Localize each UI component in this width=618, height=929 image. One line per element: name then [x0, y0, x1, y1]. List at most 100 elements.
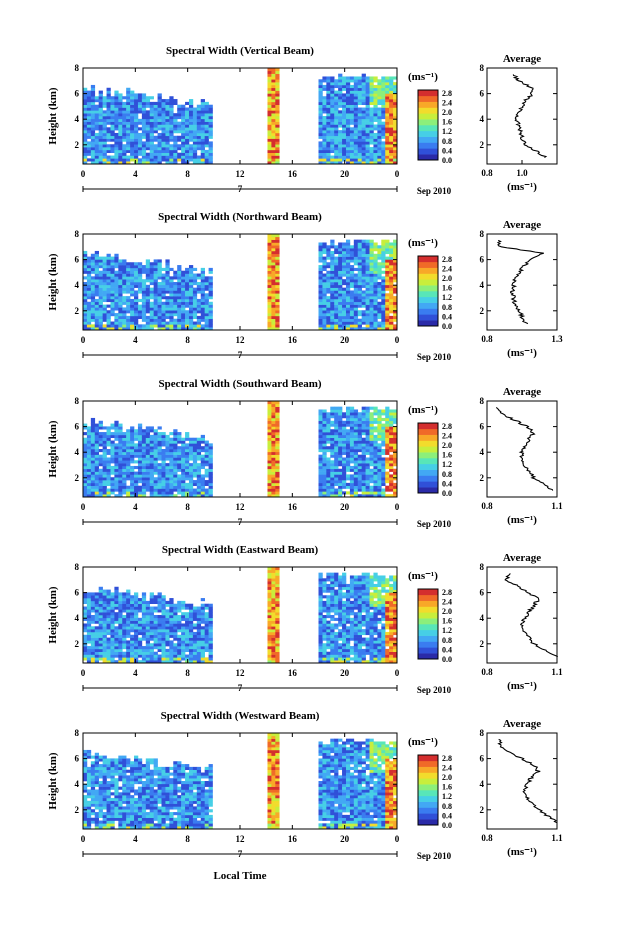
- colorbar-swatch: [418, 594, 438, 601]
- avg-y-tick-label: 4: [480, 613, 485, 623]
- avg-x-tick-label: 0.8: [481, 168, 493, 178]
- average-frame: [486, 233, 558, 331]
- colorbar-swatch: [418, 308, 438, 315]
- colorbar-swatch: [418, 481, 438, 488]
- colorbar-swatch: [418, 125, 438, 132]
- panel-4: Spectral Width (Eastward Beam)0 4 8 12 16 20 0…: [47, 544, 563, 695]
- avg-y-tick-label: 2: [480, 473, 485, 483]
- average-profile-line: [512, 74, 548, 159]
- avg-x-tick-label: 0.8: [481, 667, 493, 677]
- avg-y-tick-label: 6: [480, 255, 485, 265]
- colorbar-swatch: [418, 95, 438, 102]
- colorbar-tick-label: 1.6: [442, 617, 452, 626]
- date-label: Sep 2010: [417, 519, 452, 529]
- y-axis-label: Height (km): [47, 253, 59, 310]
- y-tick-label: 6: [75, 422, 80, 432]
- y-tick-label: 4: [75, 280, 80, 290]
- panel-title: Spectral Width (Northward Beam): [158, 211, 322, 223]
- avg-y-tick-label: 4: [480, 447, 485, 457]
- colorbar-tick-label: 2.0: [442, 108, 452, 117]
- day-label: 7: [238, 350, 243, 360]
- y-tick-label: 8: [75, 562, 80, 572]
- colorbar-swatch: [418, 618, 438, 625]
- x-tick-label: 12: [236, 834, 246, 844]
- colorbar: 0.00.40.81.21.62.02.42.8: [417, 422, 452, 498]
- y-axis-label: Height (km): [47, 420, 59, 477]
- avg-x-tick-label: 1.1: [551, 501, 563, 511]
- avg-y-tick-label: 4: [480, 114, 485, 124]
- colorbar-tick-label: 0.0: [442, 489, 452, 498]
- date-label: Sep 2010: [417, 685, 452, 695]
- colorbar-swatch: [418, 458, 438, 465]
- y-tick-label: 2: [75, 805, 80, 815]
- colorbar-tick-label: 0.0: [442, 821, 452, 830]
- colorbar: 0.00.40.81.21.62.02.42.8: [417, 89, 452, 165]
- y-tick-label: 6: [75, 255, 80, 265]
- colorbar-swatch: [418, 273, 438, 280]
- y-tick-label: 2: [75, 140, 80, 150]
- average-frame: [486, 566, 558, 664]
- x-tick-label: 20: [340, 169, 350, 179]
- y-axis-label: Height (km): [47, 87, 59, 144]
- colorbar-frame: [417, 754, 439, 826]
- x-tick-label: 12: [236, 502, 246, 512]
- local-time-label: Local Time: [213, 870, 266, 882]
- x-tick-label: 4: [133, 834, 138, 844]
- x-tick-label: 4: [133, 502, 138, 512]
- x-tick-label: 0: [395, 502, 400, 512]
- colorbar-frame: [417, 588, 439, 660]
- x-tick-label: 4: [133, 668, 138, 678]
- avg-y-tick-label: 6: [480, 422, 485, 432]
- date-label: Sep 2010: [417, 851, 452, 861]
- colorbar-tick-label: 0.4: [442, 479, 452, 488]
- colorbar-swatch: [418, 107, 438, 114]
- x-tick-label: 0: [81, 502, 86, 512]
- colorbar-swatch: [418, 291, 438, 298]
- y-tick-label: 2: [75, 306, 80, 316]
- colorbar-tick-label: 0.4: [442, 811, 452, 820]
- avg-y-tick-label: 4: [480, 779, 485, 789]
- y-tick-label: 4: [75, 114, 80, 124]
- colorbar-tick-label: 2.4: [442, 98, 452, 107]
- colorbar-swatch: [418, 440, 438, 447]
- x-tick-label: 0: [81, 834, 86, 844]
- avg-y-tick-label: 8: [480, 562, 485, 572]
- x-tick-label: 8: [185, 668, 190, 678]
- y-axis-label: Height (km): [47, 586, 59, 643]
- colorbar-swatch: [418, 428, 438, 435]
- colorbar-tick-label: 1.2: [442, 293, 452, 302]
- average-title: Average: [503, 219, 541, 231]
- avg-x-tick-label: 0.8: [481, 833, 493, 843]
- x-tick-label: 0: [395, 668, 400, 678]
- colorbar-swatch: [418, 267, 438, 274]
- y-tick-label: 6: [75, 754, 80, 764]
- colorbar-swatch: [418, 463, 438, 470]
- x-tick-label: 0: [81, 668, 86, 678]
- colorbar-swatch: [418, 256, 438, 263]
- x-tick-label: 16: [288, 169, 298, 179]
- colorbar-unit: (ms⁻¹): [408, 237, 438, 249]
- colorbar-swatch: [418, 469, 438, 476]
- colorbar-swatch: [418, 606, 438, 613]
- colorbar-swatch: [418, 487, 438, 494]
- x-tick-label: 16: [288, 335, 298, 345]
- colorbar-tick-label: 0.0: [442, 655, 452, 664]
- avg-y-tick-label: 2: [480, 306, 485, 316]
- colorbar-tick-label: 2.4: [442, 763, 452, 772]
- colorbar-swatch: [418, 423, 438, 430]
- y-tick-label: 6: [75, 89, 80, 99]
- colorbar-tick-label: 1.2: [442, 460, 452, 469]
- colorbar-swatch: [418, 314, 438, 321]
- panel-title: Spectral Width (Vertical Beam): [166, 45, 314, 57]
- y-tick-label: 6: [75, 588, 80, 598]
- x-tick-label: 8: [185, 169, 190, 179]
- day-label: 7: [238, 184, 243, 194]
- colorbar-swatch: [418, 101, 438, 108]
- colorbar-swatch: [418, 778, 438, 785]
- colorbar-swatch: [418, 612, 438, 619]
- colorbar-swatch: [418, 624, 438, 631]
- y-tick-label: 4: [75, 779, 80, 789]
- colorbar: 0.00.40.81.21.62.02.42.8: [417, 255, 452, 331]
- y-tick-label: 2: [75, 639, 80, 649]
- avg-x-tick-label: 0.8: [481, 501, 493, 511]
